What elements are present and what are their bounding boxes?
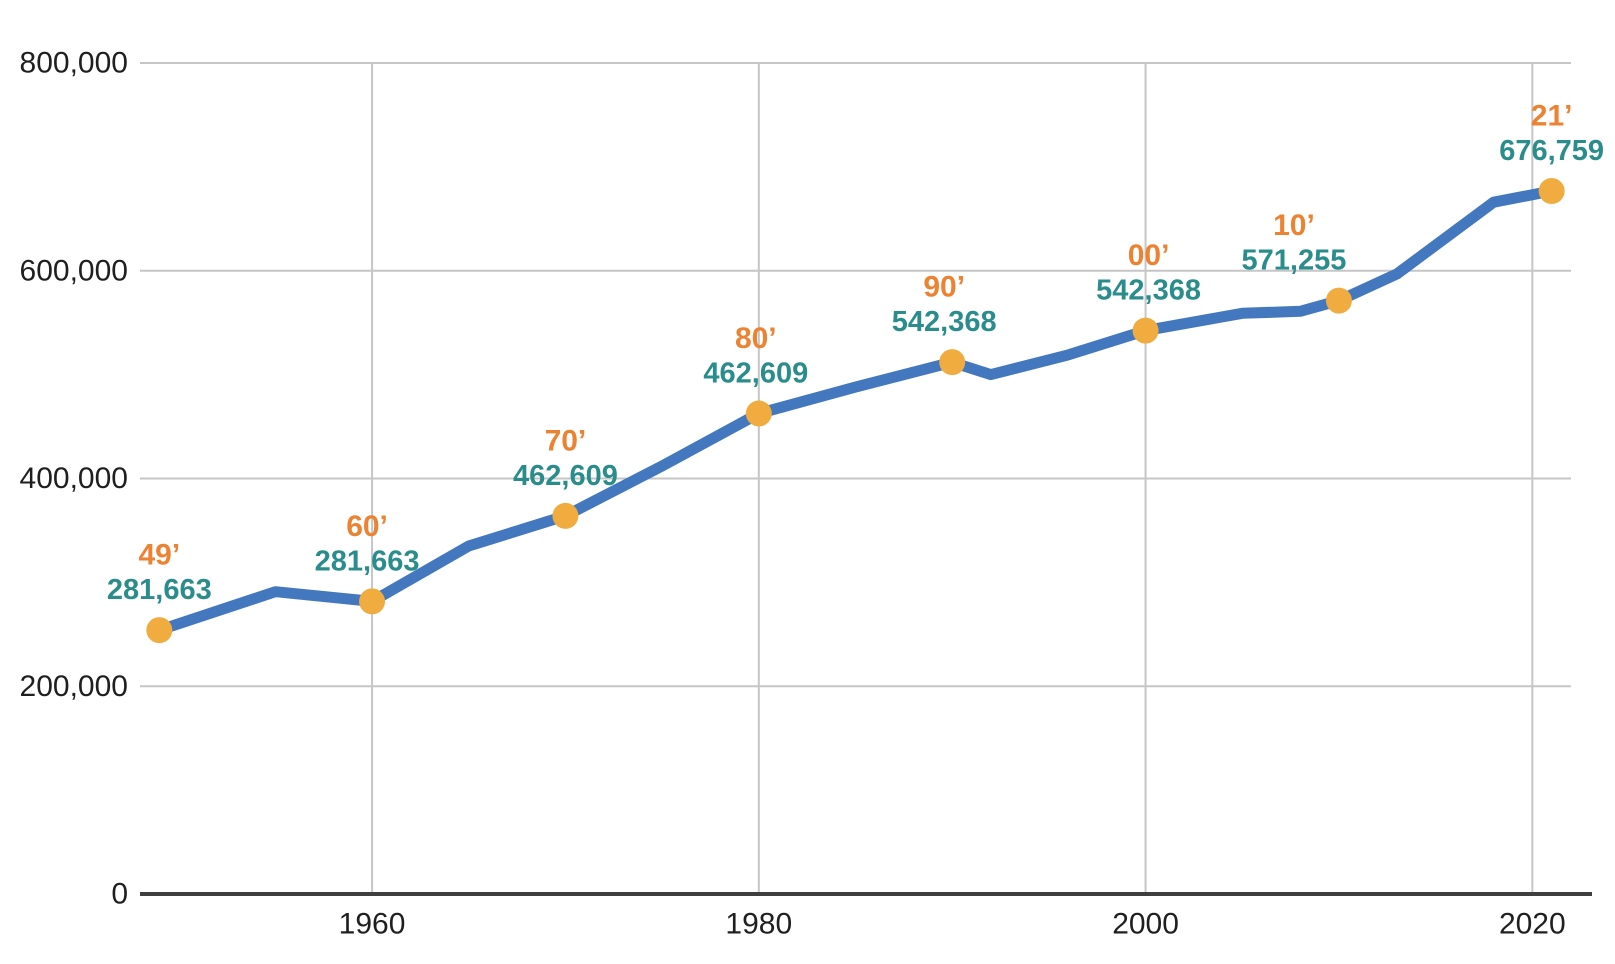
x-tick-label: 1980 <box>725 908 792 941</box>
data-point-marker <box>552 502 579 529</box>
y-tick-label: 200,000 <box>20 670 128 703</box>
y-tick-label: 800,000 <box>20 47 128 80</box>
point-value-label: 542,368 <box>1096 275 1201 307</box>
point-value-label: 676,759 <box>1499 135 1604 167</box>
y-tick-label: 400,000 <box>20 462 128 495</box>
point-year-label: 10’ <box>1273 209 1315 242</box>
point-year-label: 90’ <box>923 271 965 304</box>
y-tick-label: 0 <box>111 878 128 911</box>
point-year-label: 21’ <box>1531 100 1573 133</box>
point-year-label: 00’ <box>1128 239 1170 272</box>
x-tick-label: 2000 <box>1112 908 1179 941</box>
point-year-label: 80’ <box>735 322 777 355</box>
point-value-label: 542,368 <box>892 306 997 338</box>
data-point-marker <box>745 400 772 427</box>
point-value-label: 462,609 <box>513 460 618 492</box>
point-year-label: 70’ <box>545 424 587 457</box>
point-value-label: 281,663 <box>107 574 212 606</box>
point-year-label: 60’ <box>346 510 388 543</box>
data-point-marker <box>939 349 966 376</box>
x-tick-label: 1960 <box>339 908 406 941</box>
data-point-marker <box>1325 287 1352 314</box>
data-point-marker <box>1538 178 1565 205</box>
x-tick-label: 2020 <box>1499 908 1566 941</box>
point-value-label: 571,255 <box>1242 245 1347 277</box>
point-year-label: 49’ <box>138 539 180 572</box>
y-tick-label: 600,000 <box>20 254 128 287</box>
data-point-marker <box>146 617 173 644</box>
point-value-label: 281,663 <box>315 545 420 577</box>
data-point-marker <box>1132 317 1159 344</box>
data-point-marker <box>359 588 386 615</box>
point-value-label: 462,609 <box>703 357 808 389</box>
